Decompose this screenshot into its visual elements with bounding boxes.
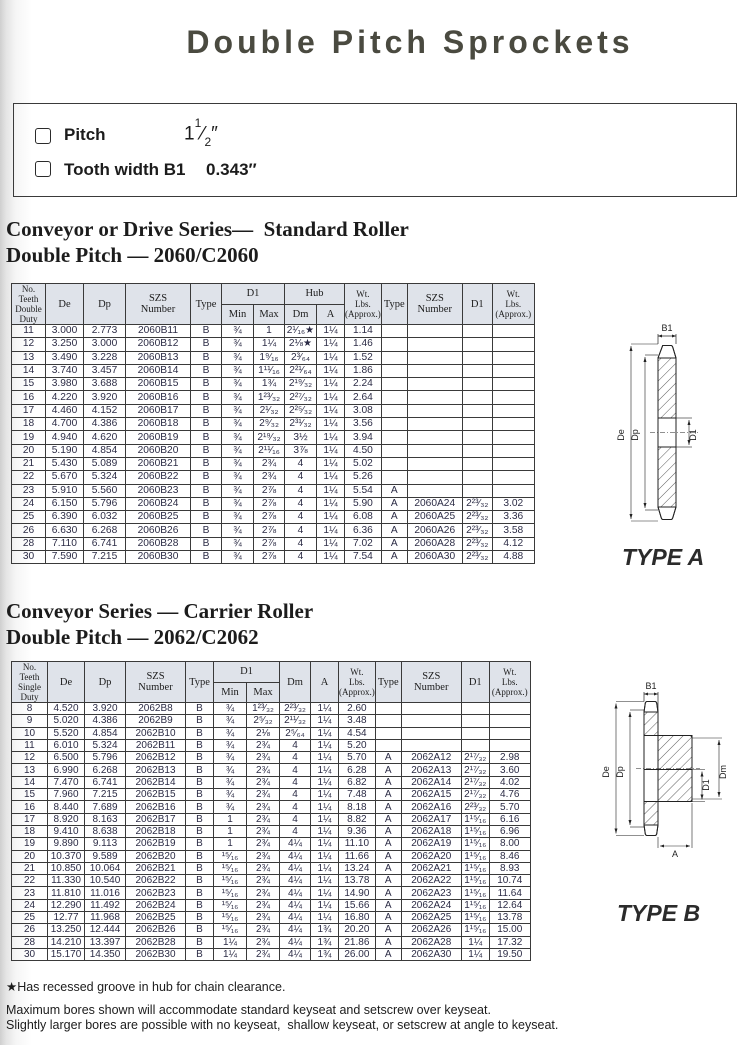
- svg-text:De: De: [601, 766, 611, 778]
- svg-text:De: De: [616, 429, 626, 441]
- svg-text:B1: B1: [645, 681, 656, 691]
- svg-text:Dp: Dp: [615, 766, 625, 778]
- svg-text:Dp: Dp: [630, 429, 640, 441]
- svg-text:B1: B1: [661, 323, 672, 333]
- svg-text:A: A: [672, 849, 678, 859]
- svg-text:D1: D1: [688, 429, 698, 441]
- svg-text:Dm: Dm: [718, 765, 728, 779]
- svg-text:D1: D1: [701, 779, 711, 791]
